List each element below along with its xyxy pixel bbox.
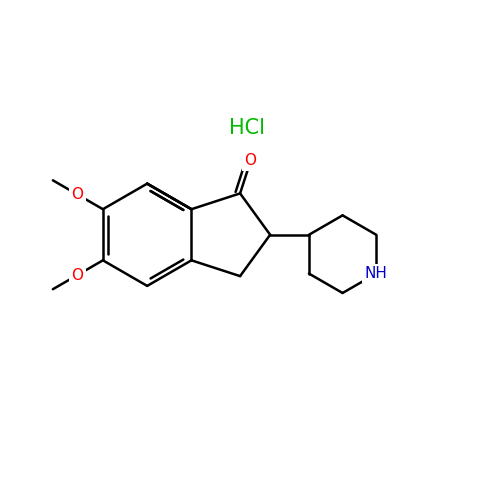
Text: NH: NH bbox=[365, 266, 388, 281]
Text: O: O bbox=[245, 153, 257, 169]
Text: O: O bbox=[71, 267, 83, 283]
Text: O: O bbox=[71, 187, 83, 202]
Text: HCl: HCl bbox=[229, 118, 265, 138]
